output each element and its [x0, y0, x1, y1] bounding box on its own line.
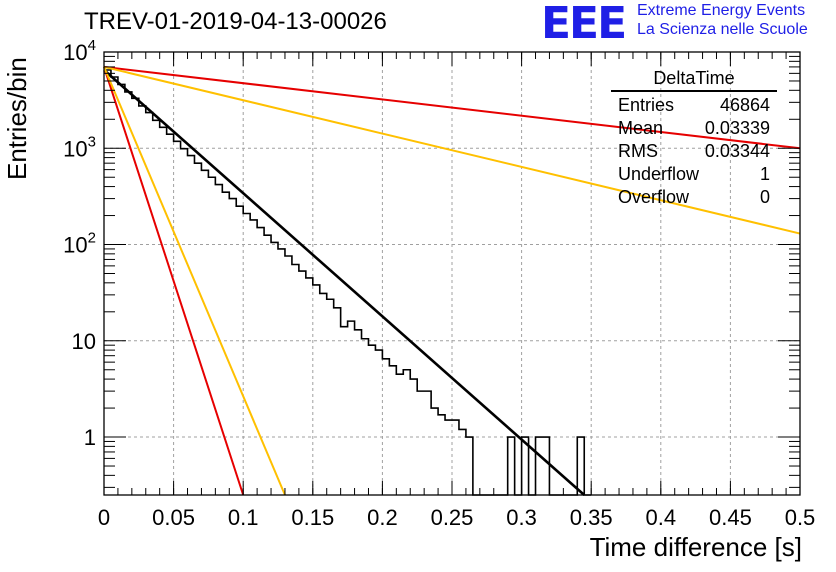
x-tick-label: 0.1	[228, 505, 259, 530]
x-tick-label: 0.4	[646, 505, 677, 530]
fit-line	[103, 65, 801, 150]
fit-line	[103, 65, 801, 235]
stats-row: Underflow 1	[611, 163, 777, 186]
x-tick-label: 0.15	[291, 505, 334, 530]
chart-title: TREV-01-2019-04-13-00026	[84, 8, 387, 35]
fit-lines	[103, 65, 801, 496]
x-tick-label: 0	[98, 505, 110, 530]
x-tick-label: 0.5	[785, 505, 816, 530]
fit-line	[103, 69, 586, 496]
x-tick-label: 0.45	[709, 505, 752, 530]
eee-logo: EEE	[541, 0, 627, 49]
y-tick-label: 1	[84, 425, 96, 450]
stats-value: 0	[759, 187, 770, 207]
x-axis-label: Time difference [s]	[589, 532, 802, 562]
x-tick-label: 0.3	[506, 505, 537, 530]
stats-row: Mean 0.03339	[611, 117, 777, 140]
x-tick-label: 0.2	[367, 505, 398, 530]
stats-label: Mean	[618, 118, 664, 138]
stats-label: Overflow	[618, 187, 690, 207]
y-tick-label: 103	[63, 133, 96, 161]
y-tick-label: 104	[63, 37, 96, 65]
stats-value: 46864	[719, 95, 770, 115]
stats-title: DeltaTime	[611, 68, 777, 92]
stats-row: Overflow 0	[611, 186, 777, 209]
x-tick-label: 0.25	[431, 505, 474, 530]
stats-row: RMS 0.03344	[611, 140, 777, 163]
stats-label: RMS	[618, 141, 658, 161]
brand-line-1: Extreme Energy Events	[637, 2, 806, 19]
y-axis-label: Entries/bin	[2, 57, 32, 180]
x-tick-labels: 0 0.05 0.1 0.15 0.2 0.25 0.3 0.35 0.4 0.45 0.5	[98, 505, 815, 530]
stats-value: 0.03344	[704, 141, 770, 161]
fit-line	[103, 66, 245, 496]
axis-ticks	[103, 51, 801, 495]
y-tick-label: 102	[63, 230, 96, 258]
stats-row: Entries 46864	[611, 94, 777, 117]
stats-box: DeltaTime Entries 46864 Mean 0.03339 RMS 0.…	[611, 68, 777, 209]
stats-value: 0.03339	[704, 118, 770, 138]
fit-line	[103, 66, 286, 496]
x-tick-label: 0.05	[152, 505, 195, 530]
brand-line-2: La Scienza nelle Scuole	[637, 21, 808, 38]
stats-label: Entries	[618, 95, 675, 115]
stats-value: 1	[759, 164, 770, 184]
y-tick-label: 10	[72, 329, 96, 354]
stats-label: Underflow	[618, 164, 700, 184]
x-tick-label: 0.35	[570, 505, 613, 530]
